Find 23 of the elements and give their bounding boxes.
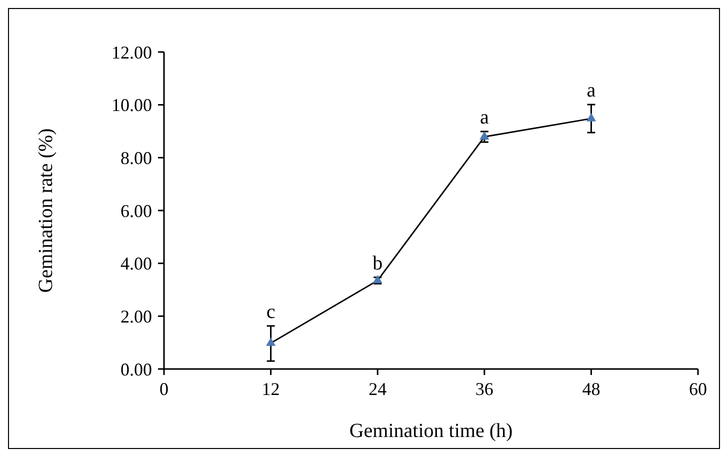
y-tick-label: 2.00	[120, 306, 152, 326]
y-tick-label: 4.00	[120, 254, 152, 274]
annotation: b	[372, 252, 383, 274]
annotation: a	[480, 106, 489, 129]
x-tick-label: 12	[262, 379, 280, 399]
x-tick-label: 24	[368, 379, 387, 399]
y-axis-title: Gemination rate (%)	[35, 128, 57, 293]
y-tick-label: 12.00	[112, 42, 152, 62]
x-tick-label: 48	[582, 379, 600, 399]
x-tick-label: 0	[160, 379, 168, 399]
x-tick-label: 60	[689, 379, 707, 399]
annotation: c	[266, 300, 276, 323]
annotation: a	[586, 80, 596, 102]
point	[480, 131, 490, 140]
point	[372, 274, 382, 284]
x-tick-label: 36	[475, 379, 494, 399]
x-axis-title: Gemination time (h)	[349, 420, 513, 442]
y-tick-label: 6.00	[120, 200, 152, 221]
y-tick-label: 0.00	[120, 359, 152, 380]
y-tick-label: 10.00	[112, 95, 152, 116]
y-tick-label: 8.00	[120, 148, 152, 168]
point	[586, 113, 596, 122]
point	[266, 338, 276, 346]
